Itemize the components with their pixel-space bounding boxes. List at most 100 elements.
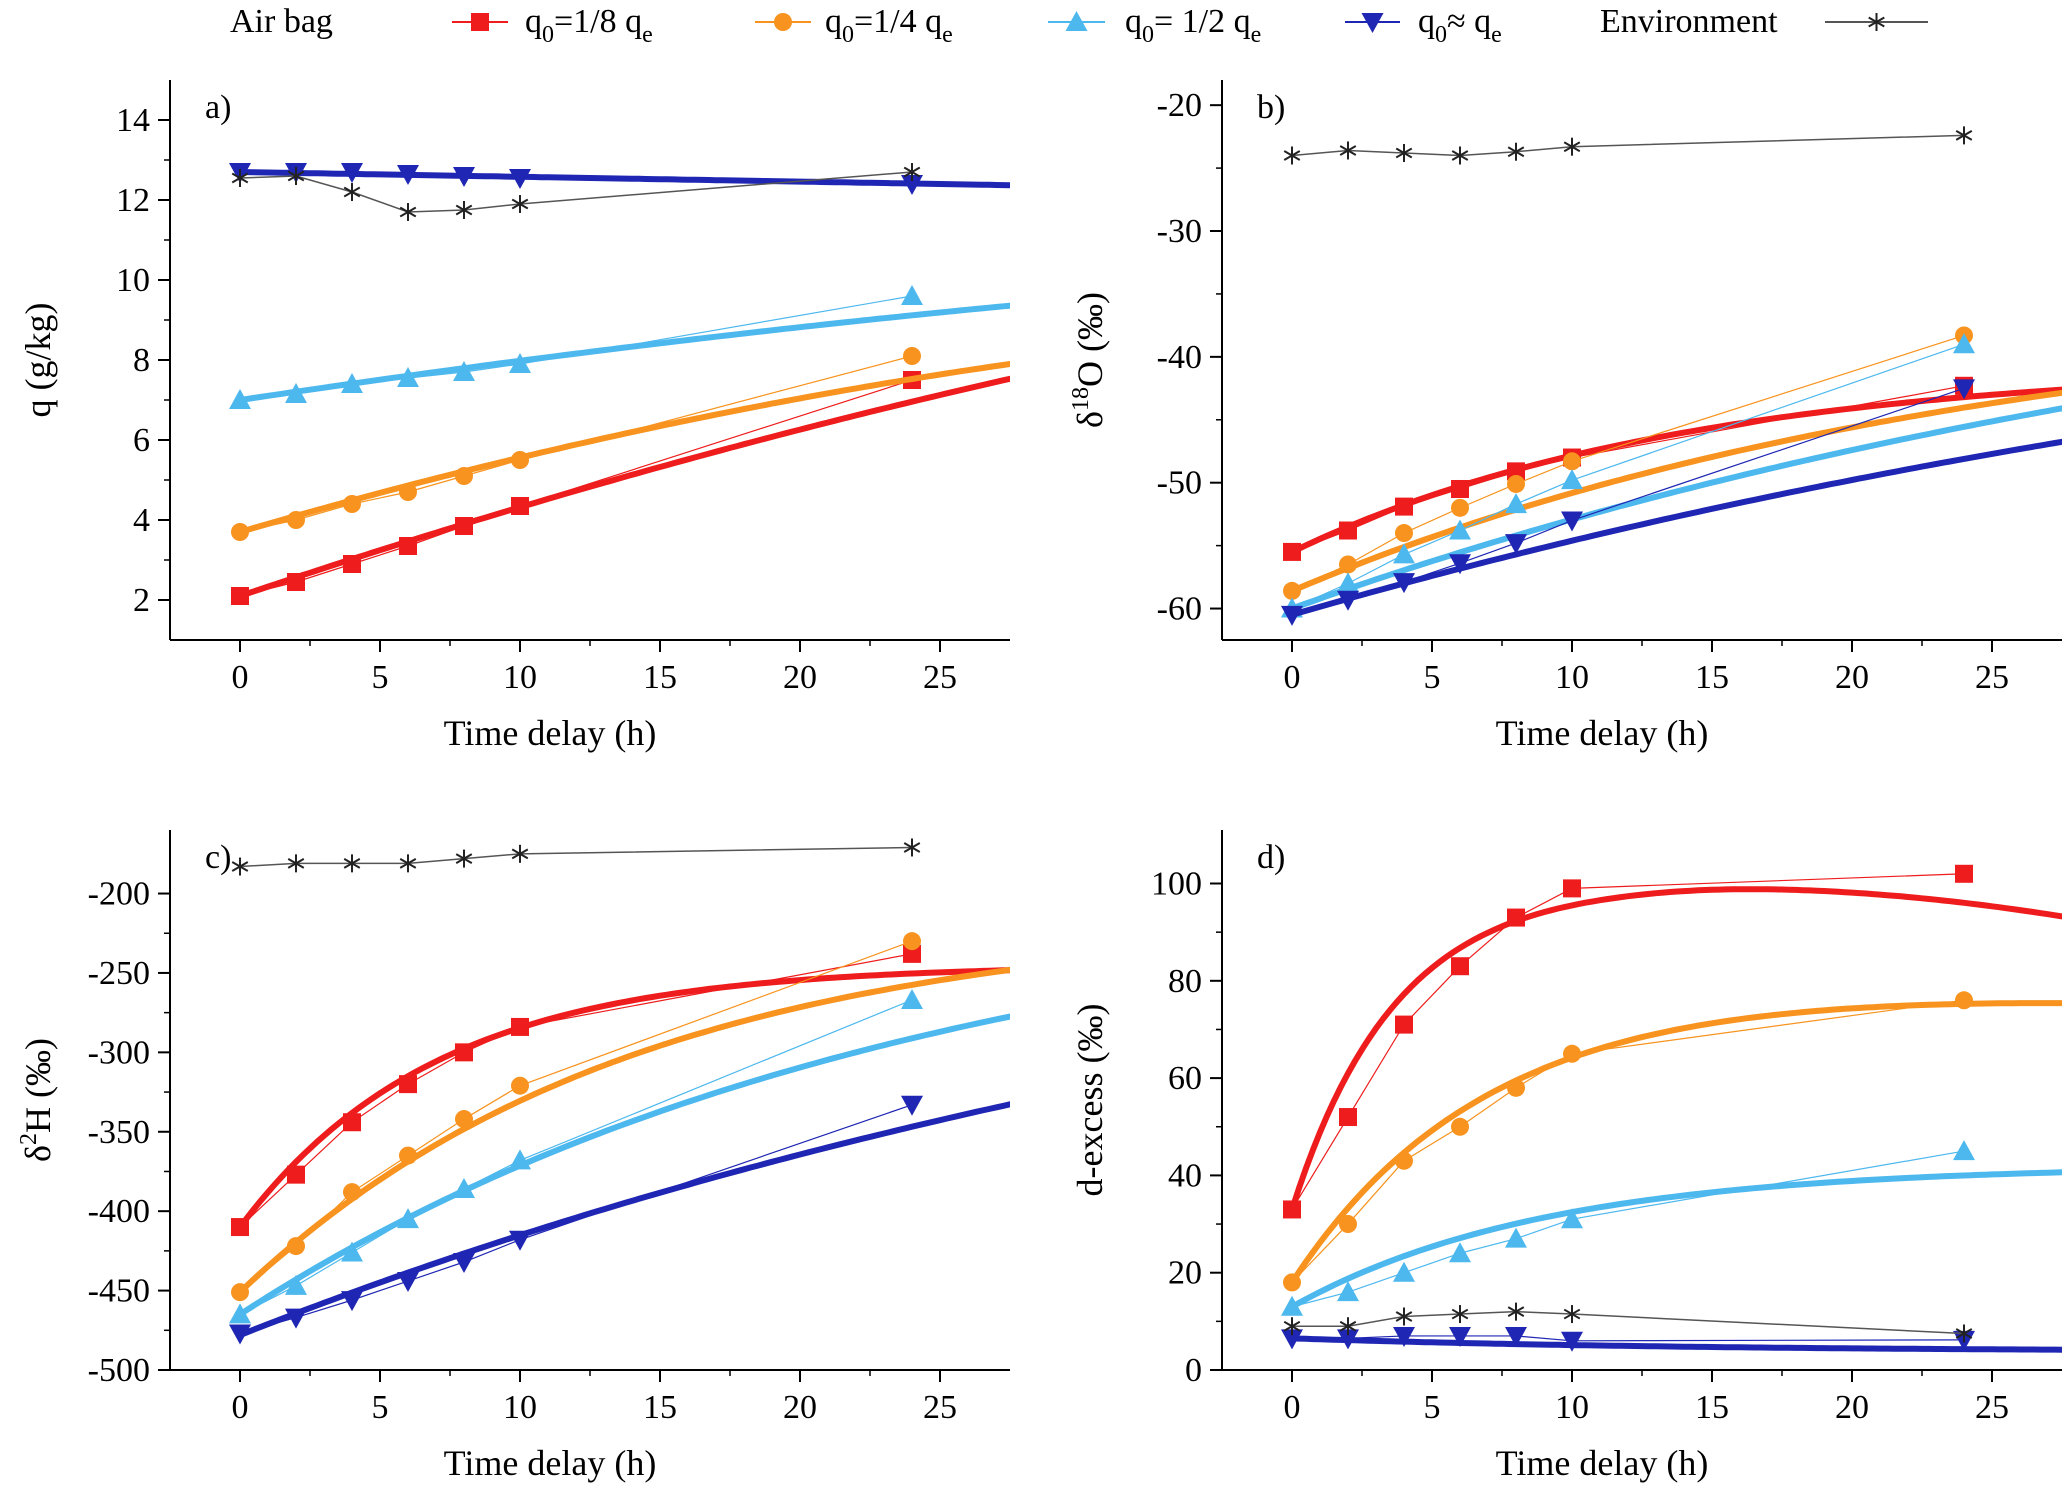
data-point-q12 [1953, 1140, 1975, 1161]
data-point-qe [1561, 511, 1583, 532]
x-tick-label: 20 [783, 659, 817, 696]
data-point-qe [1953, 379, 1975, 400]
series-q18 [231, 944, 1010, 1237]
y-axis-title: d-excess (‰) [1070, 1004, 1110, 1197]
data-point-q18 [231, 587, 249, 605]
y-tick-label: -400 [88, 1193, 150, 1230]
data-point-q14 [1339, 1215, 1357, 1234]
series-line-q12 [1291, 1150, 1965, 1308]
data-point-env [1563, 137, 1581, 156]
data-point-q12 [229, 389, 251, 409]
data-point-q12 [453, 1177, 475, 1198]
data-point-env [1339, 141, 1357, 160]
data-point-q14 [343, 1183, 361, 1202]
data-point-q14 [231, 1283, 249, 1302]
fit-curve-q12 [237, 302, 1010, 403]
data-point-q14 [511, 1076, 529, 1095]
data-point-q14 [455, 467, 473, 485]
x-axis-title: Time delay (h) [444, 1443, 657, 1483]
data-point-env [511, 195, 529, 213]
data-point-q12 [901, 285, 923, 305]
data-point-q14 [1563, 452, 1581, 471]
y-tick-label: 12 [116, 182, 150, 219]
fit-curve-q18 [1289, 386, 2062, 555]
legend-entry-q14: q0=1/4 qe [755, 3, 953, 48]
data-point-env [1451, 1305, 1469, 1324]
data-point-q12 [901, 988, 923, 1009]
y-tick-label: -500 [88, 1352, 150, 1389]
legend-marker-q12 [1065, 11, 1088, 31]
fit-curve-q14 [237, 361, 1010, 535]
data-point-q18 [1395, 497, 1413, 516]
data-point-q18 [1283, 1200, 1301, 1219]
x-tick-label: 10 [503, 659, 537, 696]
fit-curve-qe [1289, 438, 2062, 618]
series-line-env [239, 846, 913, 868]
x-tick-label: 25 [923, 1389, 957, 1426]
data-point-q18 [399, 1075, 417, 1094]
data-point-q14 [287, 1237, 305, 1256]
data-point-env [1955, 126, 1973, 145]
x-tick-label: 5 [372, 1389, 389, 1426]
series-line-q12 [239, 999, 913, 1315]
y-tick-label: 20 [1168, 1255, 1202, 1292]
x-tick-label: 0 [232, 1389, 249, 1426]
data-point-qe [1281, 605, 1303, 626]
y-axis-title: δ18O (‰) [1068, 292, 1110, 428]
x-tick-label: 0 [232, 659, 249, 696]
series-q14 [1283, 326, 2062, 600]
data-point-qe [1337, 1329, 1359, 1350]
legend-entry-q18: q0=1/8 qe [452, 3, 653, 48]
y-tick-label: 100 [1151, 866, 1202, 903]
fit-curve-qe [1289, 1335, 2062, 1353]
legend: Air bag q0=1/8 qe q0=1/4 qe q0= 1/2 qe q0≈ q… [230, 3, 1928, 48]
panel-label: a) [205, 89, 231, 126]
data-point-q12 [1561, 469, 1583, 490]
data-point-q18 [511, 497, 529, 515]
data-point-q14 [1955, 991, 1973, 1010]
data-point-q18 [1451, 957, 1469, 976]
data-point-qe [453, 167, 475, 187]
series-qe [1281, 1326, 2062, 1353]
series-qe [1281, 379, 2062, 626]
legend-marker-q14 [774, 13, 792, 31]
data-point-q18 [1395, 1015, 1413, 1034]
data-point-qe [285, 1308, 307, 1329]
y-tick-label: -40 [1157, 339, 1202, 376]
x-tick-label: 25 [923, 659, 957, 696]
data-point-q14 [343, 495, 361, 513]
legend-label-q14: q0=1/4 qe [825, 3, 953, 48]
y-tick-label: -250 [88, 955, 150, 992]
x-tick-label: 20 [1835, 1389, 1869, 1426]
data-point-q18 [1283, 542, 1301, 561]
data-point-q14 [231, 523, 249, 541]
data-point-q18 [287, 1165, 305, 1184]
data-point-qe [341, 1291, 363, 1312]
data-point-env [343, 183, 361, 201]
data-point-q18 [1507, 908, 1525, 927]
data-point-q14 [1339, 555, 1357, 574]
data-point-q12 [1337, 572, 1359, 593]
data-point-q14 [1451, 498, 1469, 517]
x-tick-label: 5 [1424, 1389, 1441, 1426]
data-point-env [1955, 1324, 1973, 1343]
data-point-qe [1561, 1331, 1583, 1352]
data-point-q12 [397, 1208, 419, 1229]
x-tick-label: 10 [1555, 659, 1589, 696]
fit-curve-q18 [1289, 886, 2062, 1213]
data-point-qe [1393, 573, 1415, 594]
data-point-q14 [399, 483, 417, 501]
data-point-q14 [1283, 581, 1301, 600]
data-point-q14 [1451, 1117, 1469, 1136]
legend-group-title: Air bag [230, 3, 333, 40]
panel-label: b) [1257, 89, 1285, 126]
data-point-env [1395, 143, 1413, 162]
data-point-q14 [1395, 1151, 1413, 1170]
x-axis-title: Time delay (h) [1496, 1443, 1709, 1483]
data-point-q18 [903, 944, 921, 963]
series-q18 [1283, 864, 2062, 1219]
series-q14 [1283, 991, 2062, 1292]
data-point-qe [1393, 1326, 1415, 1347]
data-point-env [399, 854, 417, 873]
fit-curve-q18 [237, 967, 1010, 1231]
